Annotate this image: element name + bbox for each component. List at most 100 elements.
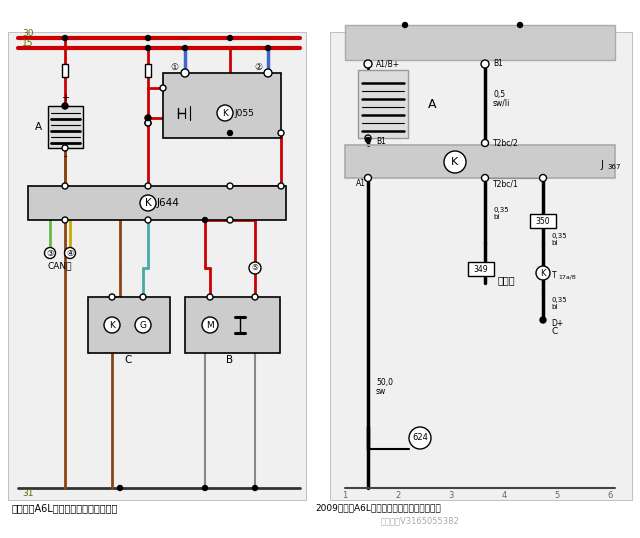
Circle shape: [104, 317, 120, 333]
Circle shape: [365, 138, 371, 143]
Circle shape: [181, 69, 189, 77]
Circle shape: [409, 427, 431, 449]
Circle shape: [278, 183, 284, 189]
Text: 2: 2: [396, 492, 401, 500]
Circle shape: [365, 135, 371, 141]
Text: B1: B1: [376, 138, 386, 146]
Circle shape: [118, 485, 122, 491]
Text: B: B: [227, 355, 234, 365]
Circle shape: [266, 46, 271, 51]
Text: bl: bl: [551, 240, 557, 246]
Circle shape: [536, 266, 550, 280]
Text: 349: 349: [474, 265, 488, 273]
Bar: [145, 64, 151, 77]
Text: 0,5: 0,5: [493, 90, 505, 100]
Circle shape: [227, 36, 232, 40]
Text: A1: A1: [356, 180, 366, 188]
Text: J: J: [600, 160, 603, 170]
Text: 0,35: 0,35: [551, 233, 566, 239]
Text: T: T: [552, 271, 557, 280]
Text: 老款奥迪A6L的电能管理控制单元电路: 老款奥迪A6L的电能管理控制单元电路: [12, 503, 118, 513]
Circle shape: [45, 247, 56, 258]
Text: 50,0: 50,0: [376, 379, 393, 387]
Circle shape: [207, 294, 213, 300]
Text: bl: bl: [551, 304, 557, 310]
Text: bl: bl: [493, 214, 499, 220]
Circle shape: [518, 23, 522, 27]
Circle shape: [202, 485, 207, 491]
Text: A: A: [428, 98, 436, 111]
Circle shape: [135, 317, 151, 333]
Circle shape: [365, 174, 371, 181]
Circle shape: [160, 85, 166, 91]
Circle shape: [145, 120, 151, 126]
Circle shape: [227, 183, 233, 189]
Text: 31: 31: [22, 489, 33, 498]
Bar: [163, 73, 281, 138]
Text: G: G: [140, 321, 147, 329]
Circle shape: [202, 217, 207, 223]
Circle shape: [145, 120, 151, 126]
Text: 350: 350: [536, 216, 550, 225]
Text: 接网关: 接网关: [498, 275, 516, 285]
Bar: [62, 64, 68, 77]
Text: 2009款奥迪A6L使用蓄电池监控控制单元电路: 2009款奥迪A6L使用蓄电池监控控制单元电路: [315, 504, 441, 513]
Text: ①: ①: [170, 62, 178, 72]
Bar: [345, 145, 615, 178]
Circle shape: [217, 105, 233, 121]
Circle shape: [140, 294, 146, 300]
Circle shape: [252, 294, 258, 300]
Bar: [185, 297, 280, 353]
Circle shape: [62, 145, 68, 151]
Circle shape: [145, 116, 150, 121]
Circle shape: [481, 60, 489, 68]
Text: 4: 4: [501, 492, 507, 500]
Circle shape: [145, 46, 150, 51]
Circle shape: [182, 46, 188, 51]
Circle shape: [63, 103, 67, 109]
Circle shape: [62, 217, 68, 223]
Text: K: K: [109, 321, 115, 329]
Text: 5: 5: [554, 492, 559, 500]
Text: B1: B1: [493, 60, 503, 68]
Text: C: C: [124, 355, 132, 365]
Text: sw: sw: [376, 386, 387, 395]
Text: K: K: [222, 109, 228, 117]
Text: -: -: [63, 151, 67, 161]
Text: K: K: [451, 157, 459, 167]
Circle shape: [145, 217, 151, 223]
Circle shape: [481, 174, 488, 181]
Bar: [48, 106, 83, 148]
Circle shape: [540, 174, 547, 181]
Text: D+: D+: [551, 318, 563, 328]
Text: 30: 30: [22, 30, 33, 39]
Bar: [468, 262, 494, 276]
Circle shape: [444, 151, 466, 173]
Bar: [28, 186, 286, 220]
Circle shape: [140, 195, 156, 211]
Bar: [530, 214, 556, 228]
Text: 367: 367: [607, 164, 621, 170]
Text: 3: 3: [448, 492, 454, 500]
Circle shape: [249, 262, 261, 274]
Text: ②: ②: [254, 62, 262, 72]
Circle shape: [364, 60, 372, 68]
Circle shape: [109, 294, 115, 300]
Circle shape: [227, 131, 232, 136]
Bar: [345, 25, 615, 60]
Text: 6: 6: [607, 492, 612, 500]
Text: K: K: [145, 198, 152, 208]
Circle shape: [65, 247, 76, 258]
Circle shape: [540, 317, 546, 323]
Text: 17a/8: 17a/8: [558, 274, 576, 280]
Text: T2bc/1: T2bc/1: [493, 180, 519, 188]
Text: 微信号：V3165055382: 微信号：V3165055382: [381, 516, 460, 526]
Text: ③: ③: [46, 249, 54, 258]
Text: 0,35: 0,35: [493, 207, 509, 213]
Circle shape: [227, 217, 233, 223]
Circle shape: [62, 103, 68, 109]
Text: ⑤: ⑤: [252, 264, 259, 273]
Circle shape: [145, 183, 151, 189]
Text: -: -: [366, 142, 370, 151]
Text: J644: J644: [157, 198, 180, 208]
